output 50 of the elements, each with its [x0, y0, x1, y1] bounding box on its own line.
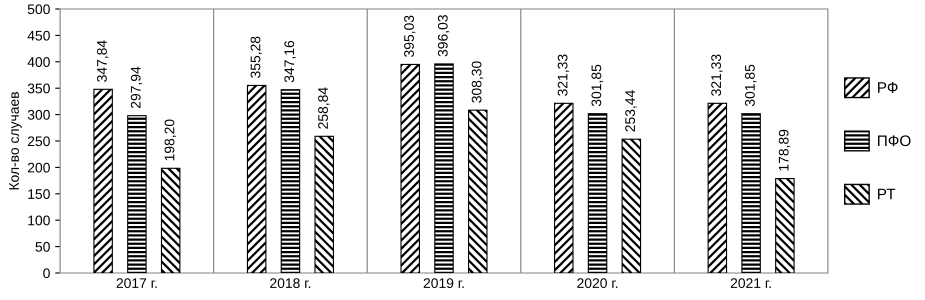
data-label: 395,03 [404, 16, 416, 57]
bar [400, 64, 420, 273]
bar [280, 89, 300, 273]
bar [127, 115, 147, 273]
bar [93, 88, 113, 273]
data-label: 396,03 [438, 15, 450, 56]
bar [775, 178, 795, 273]
data-label: 355,28 [250, 36, 262, 78]
y-tick-label: 50 [36, 242, 50, 252]
data-label: 297,94 [130, 66, 142, 108]
y-tick-label: 300 [28, 110, 50, 120]
data-label: 321,33 [558, 54, 570, 96]
data-label: 321,33 [711, 54, 723, 96]
y-tick-label: 100 [28, 216, 50, 226]
y-axis-title: Кол-во случаев [9, 92, 22, 190]
y-tick-label: 150 [28, 189, 50, 199]
bar [246, 84, 266, 273]
bar [708, 102, 728, 273]
x-tick-label: 2020 г. [577, 278, 618, 288]
x-tick-label: 2018 г. [270, 278, 310, 288]
bar [741, 113, 761, 273]
y-tick-label: 350 [28, 84, 50, 94]
data-label: 301,85 [591, 64, 603, 106]
x-tick-label: 2019 г. [424, 278, 464, 288]
y-tick-label: 0 [43, 268, 50, 278]
y-tick-label: 450 [28, 30, 50, 41]
legend-label: ПФО [878, 135, 911, 146]
legend-label: РФ [878, 82, 898, 93]
data-label: 198,20 [164, 119, 176, 160]
bar [554, 102, 574, 273]
bar [588, 113, 608, 273]
x-tick-label: 2021 г. [730, 278, 771, 288]
data-label: 258,84 [318, 87, 330, 129]
data-label: 347,16 [284, 40, 296, 82]
y-tick-label: 250 [28, 136, 50, 146]
bar [160, 168, 180, 273]
data-label: 253,44 [625, 90, 637, 132]
legend-label: РТ [878, 188, 896, 200]
data-label: 178,89 [778, 130, 790, 171]
bar [314, 136, 334, 273]
data-label: 347,84 [97, 40, 108, 82]
y-tick-label: 400 [28, 57, 50, 67]
bar [434, 63, 454, 273]
y-tick-label: 200 [28, 162, 50, 173]
bar [622, 138, 642, 273]
bar [468, 110, 488, 273]
data-label: 301,85 [744, 64, 756, 106]
data-label: 308,30 [472, 61, 484, 103]
y-tick-label: 500 [28, 4, 50, 14]
x-tick-label: 2017 г. [116, 278, 157, 288]
